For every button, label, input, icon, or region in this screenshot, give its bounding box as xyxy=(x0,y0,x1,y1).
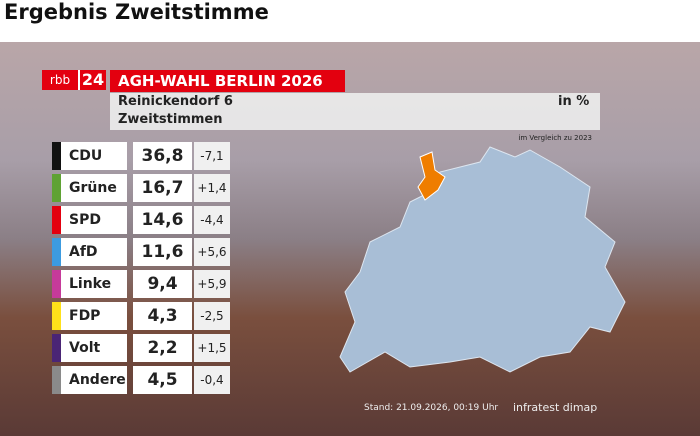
party-value: 16,7 xyxy=(133,174,192,202)
party-color xyxy=(52,334,61,362)
party-change: -4,4 xyxy=(194,206,230,234)
party-value: 14,6 xyxy=(133,206,192,234)
logo-rbb: rbb xyxy=(42,70,78,90)
berlin-map xyxy=(339,146,626,373)
party-row: AfD 11,6 +5,6 xyxy=(52,238,232,266)
header-box xyxy=(110,93,600,130)
party-name: Linke xyxy=(61,270,127,298)
party-color xyxy=(52,174,61,202)
party-row: Andere 4,5 -0,4 xyxy=(52,366,232,394)
party-change: +5,6 xyxy=(194,238,230,266)
party-change: -7,1 xyxy=(194,142,230,170)
highlighted-district xyxy=(417,151,446,201)
party-row: FDP 4,3 -2,5 xyxy=(52,302,232,330)
party-value: 36,8 xyxy=(133,142,192,170)
subtitle: Zweitstimmen xyxy=(118,112,223,127)
broadcast-graphic: rbb 24 AGH-WAHL BERLIN 2026 Reinickendor… xyxy=(0,42,700,436)
party-value: 11,6 xyxy=(133,238,192,266)
page-title: Ergebnis Zweitstimme xyxy=(4,0,269,24)
party-color xyxy=(52,142,61,170)
party-change: -2,5 xyxy=(194,302,230,330)
party-value: 4,3 xyxy=(133,302,192,330)
party-name: Andere xyxy=(61,366,127,394)
banner: AGH-WAHL BERLIN 2026 xyxy=(110,70,345,92)
logo-24: 24 xyxy=(78,70,106,90)
party-name: CDU xyxy=(61,142,127,170)
party-row: Linke 9,4 +5,9 xyxy=(52,270,232,298)
party-change: +1,4 xyxy=(194,174,230,202)
party-name: Volt xyxy=(61,334,127,362)
source: infratest dimap xyxy=(513,401,598,414)
party-change: +5,9 xyxy=(194,270,230,298)
party-name: Grüne xyxy=(61,174,127,202)
party-value: 2,2 xyxy=(133,334,192,362)
party-color xyxy=(52,206,61,234)
party-name: FDP xyxy=(61,302,127,330)
party-row: CDU 36,8 -7,1 xyxy=(52,142,232,170)
party-name: AfD xyxy=(61,238,127,266)
party-color xyxy=(52,238,61,266)
party-row: SPD 14,6 -4,4 xyxy=(52,206,232,234)
party-row: Grüne 16,7 +1,4 xyxy=(52,174,232,202)
stand: Stand: 21.09.2026, 00:19 Uhr xyxy=(364,403,499,413)
party-value: 9,4 xyxy=(133,270,192,298)
party-color xyxy=(52,366,61,394)
party-color xyxy=(52,270,61,298)
party-name: SPD xyxy=(61,206,127,234)
party-color xyxy=(52,302,61,330)
party-value: 4,5 xyxy=(133,366,192,394)
map xyxy=(339,146,626,373)
party-change: +1,5 xyxy=(194,334,230,362)
unit: in % xyxy=(558,94,590,109)
district: Reinickendorf 6 xyxy=(118,94,233,109)
party-row: Volt 2,2 +1,5 xyxy=(52,334,232,362)
comparison-note: im Vergleich zu 2023 xyxy=(518,134,592,142)
party-change: -0,4 xyxy=(194,366,230,394)
